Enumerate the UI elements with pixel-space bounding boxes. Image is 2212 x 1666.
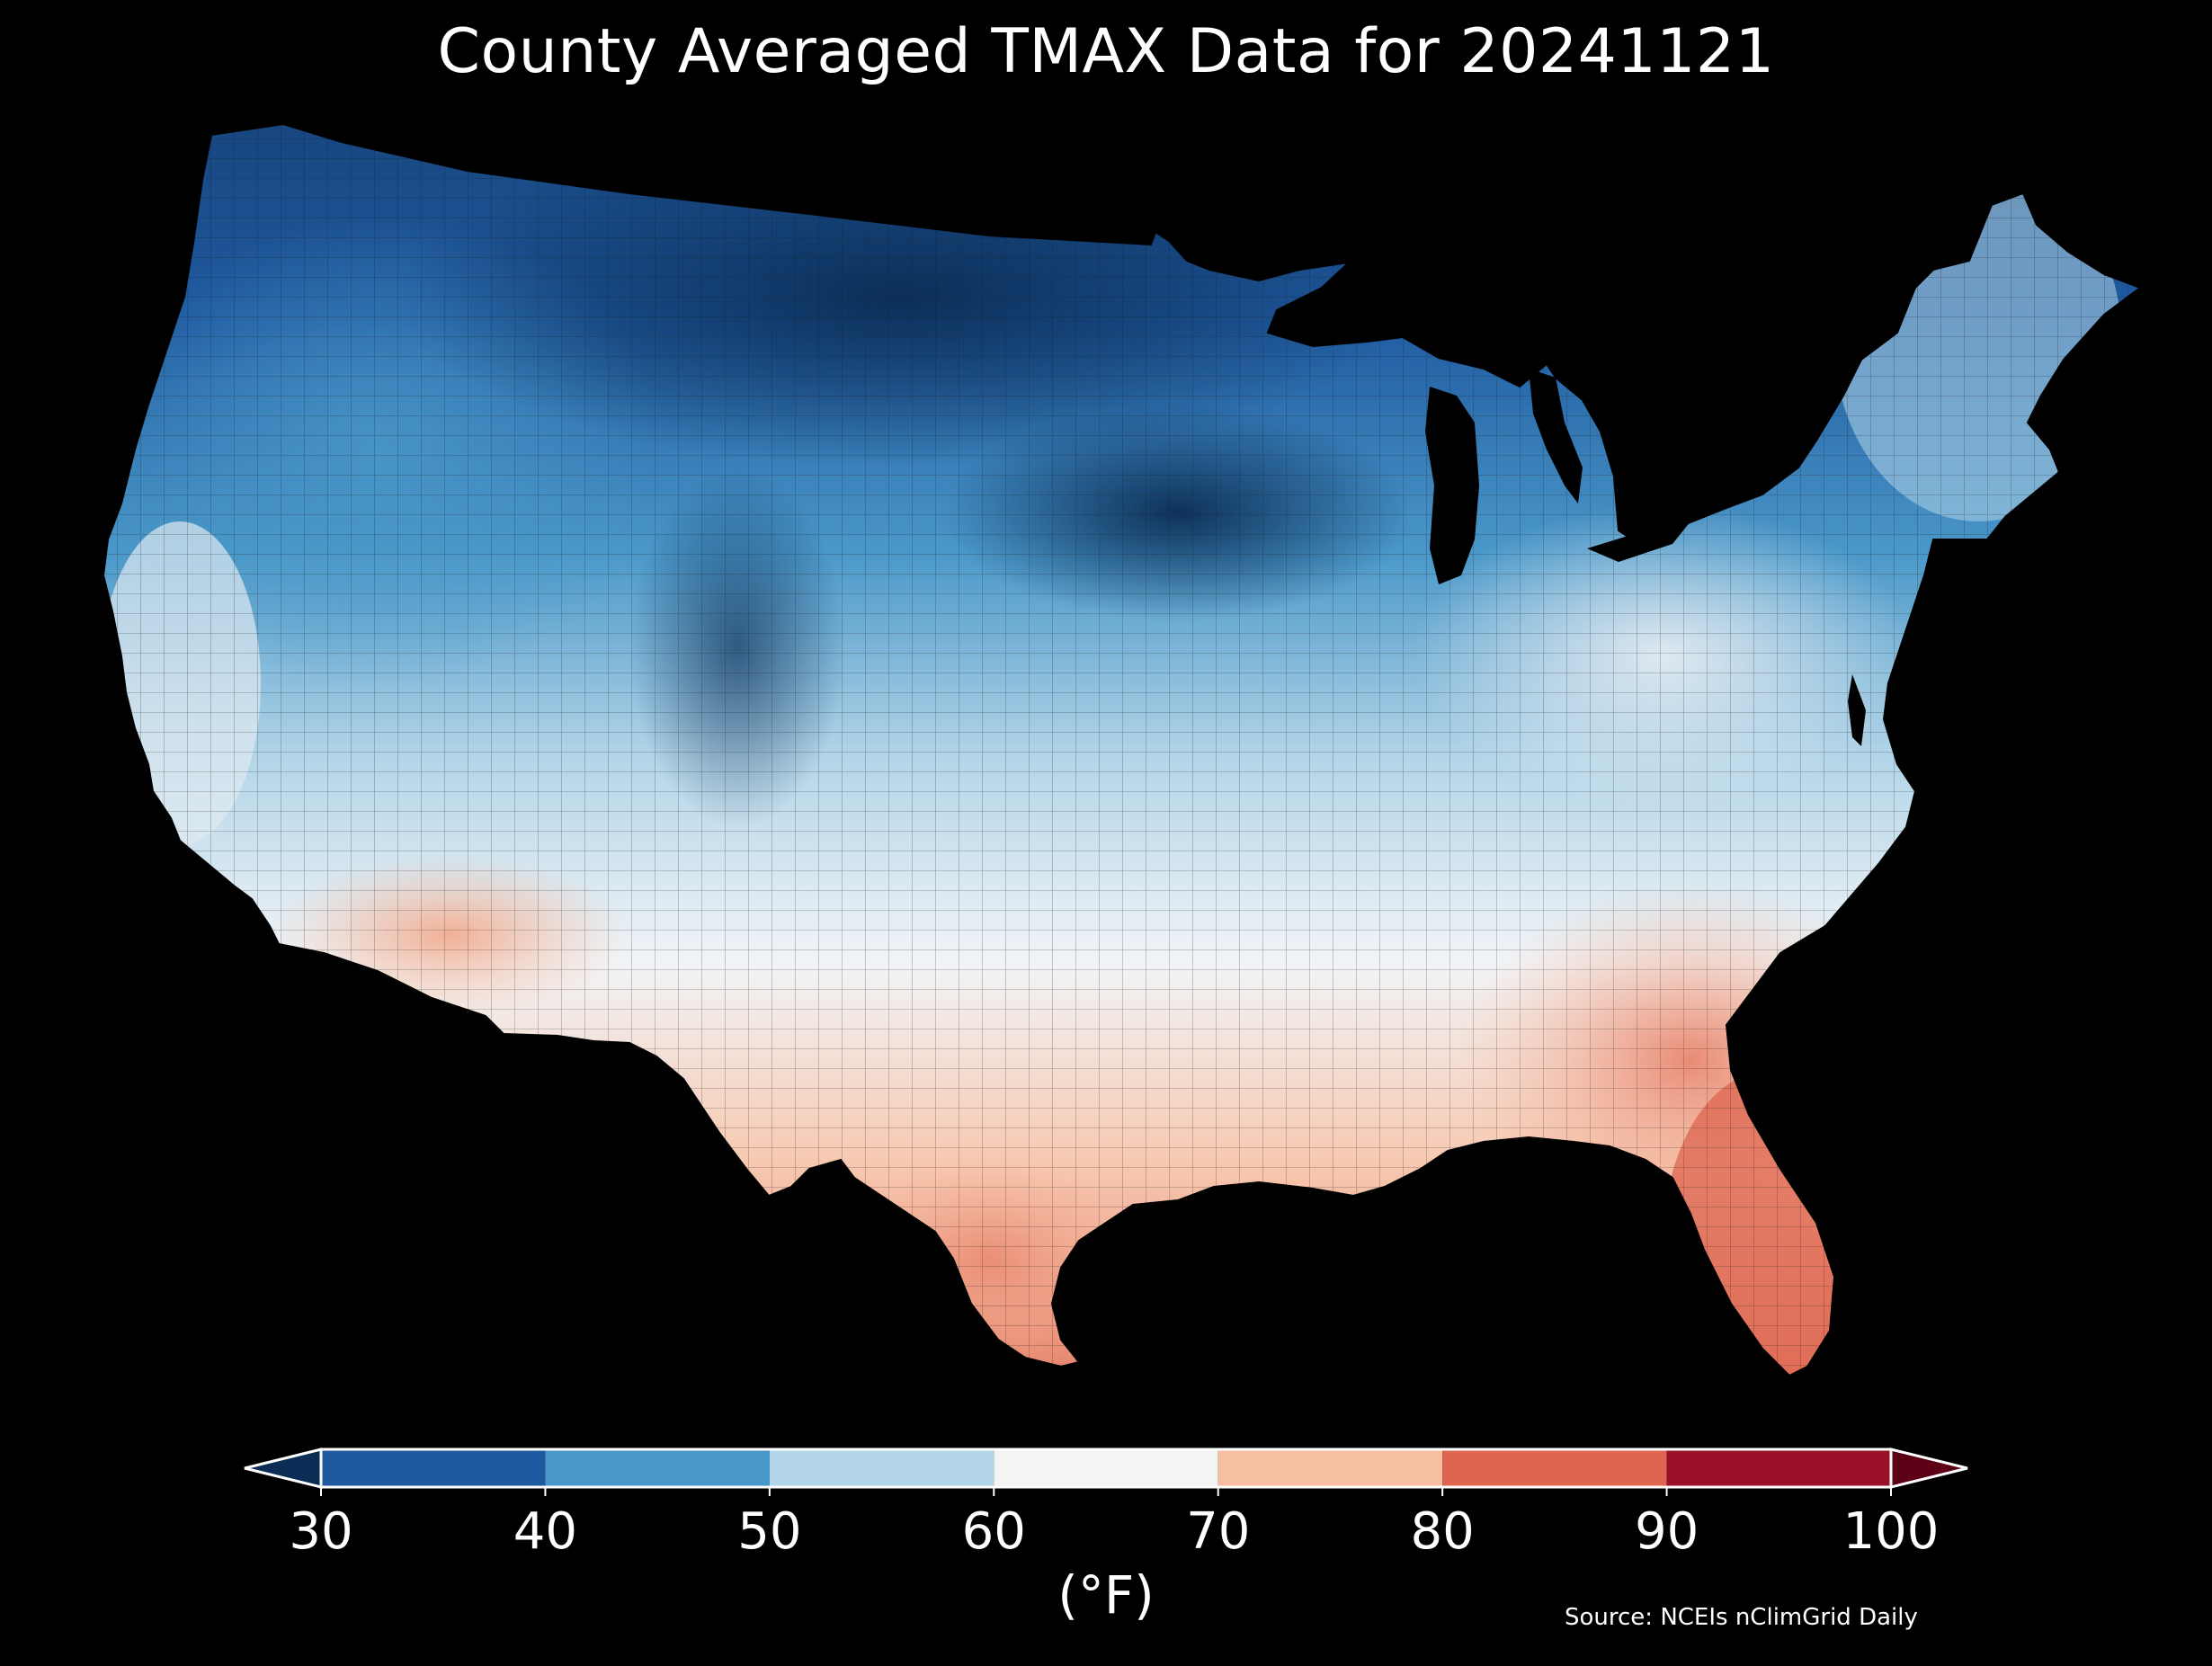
- colorbar-units-label: (°F): [1057, 1564, 1155, 1626]
- lake-huron: [1529, 369, 1583, 503]
- colorbar-bin-80-90: [1442, 1449, 1667, 1487]
- colorbar-under-arrow: [244, 1448, 323, 1489]
- lake-erie: [1587, 521, 1690, 562]
- colorbar-tick-label: 30: [289, 1502, 352, 1561]
- colorbar-over-arrow: [1889, 1448, 1968, 1489]
- colorbar-bin-30-40: [321, 1449, 546, 1487]
- colorbar-tick-label: 70: [1186, 1502, 1250, 1561]
- colorbar-bin-40-50: [545, 1449, 770, 1487]
- colorbar-tick-label: 80: [1411, 1502, 1475, 1561]
- chesapeake-bay: [1848, 674, 1866, 746]
- colorbar-tick-label: 100: [1843, 1502, 1940, 1561]
- colorbar-tick-label: 50: [737, 1502, 801, 1561]
- colorbar-outline: [319, 1448, 1893, 1489]
- lake-superior: [1272, 286, 1385, 342]
- colorbar-bin-90-100: [1666, 1449, 1891, 1487]
- map-title: County Averaged TMAX Data for 20241121: [437, 16, 1775, 87]
- colorbar-tick-label: 90: [1635, 1502, 1699, 1561]
- us-county-temperature-map: [103, 123, 2141, 1376]
- colorbar-bin-60-70: [994, 1449, 1218, 1487]
- source-credit: Source: NCEIs nClimGrid Daily: [1565, 1604, 1918, 1631]
- colorbar-ticks: 30 40 50 60 70 80 90 100: [289, 1487, 1939, 1561]
- colorbar-bin-50-60: [769, 1449, 995, 1487]
- lake-michigan: [1425, 387, 1479, 584]
- colorbar-tick-label: 60: [962, 1502, 1026, 1561]
- colorbar-tick-label: 40: [513, 1502, 577, 1561]
- colorbar-bin-70-80: [1217, 1449, 1443, 1487]
- colorbar-bins: [321, 1449, 1891, 1487]
